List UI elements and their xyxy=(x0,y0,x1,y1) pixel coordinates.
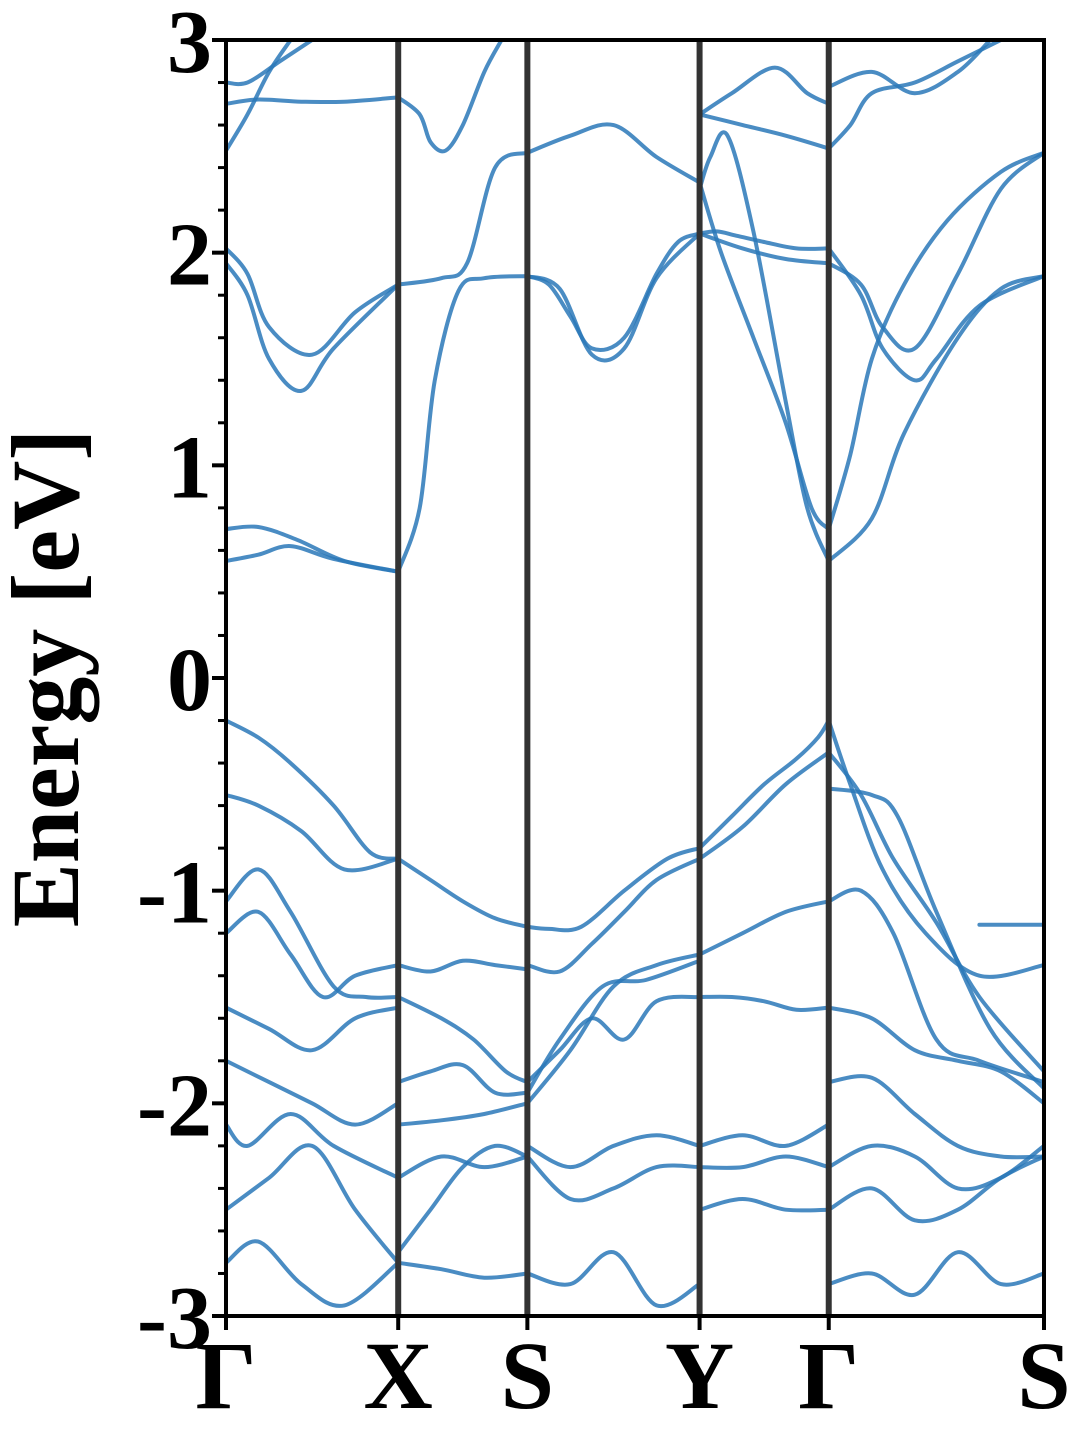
x-tick-label: Y xyxy=(665,1322,734,1429)
band-line-26 xyxy=(226,793,401,873)
y-tick-label: -2 xyxy=(137,1056,212,1155)
band-line-3 xyxy=(525,231,702,352)
band-line-46 xyxy=(697,899,831,957)
band-line-57 xyxy=(525,1133,702,1170)
band-line-17 xyxy=(226,95,401,106)
band-line-47 xyxy=(826,887,1044,1085)
band-line-38 xyxy=(396,958,530,974)
high-symmetry-lines xyxy=(395,40,832,1316)
band-line-1 xyxy=(226,544,401,574)
band-line-34 xyxy=(826,786,1044,1091)
y-tick-label: -3 xyxy=(137,1269,212,1368)
band-line-28 xyxy=(525,846,702,933)
band-line-33 xyxy=(826,750,1044,1074)
band-line-15 xyxy=(826,246,1044,383)
band-line-59 xyxy=(525,1250,702,1309)
band-line-65 xyxy=(826,1250,1044,1297)
band-line-12 xyxy=(697,130,831,563)
band-line-32 xyxy=(826,718,1044,979)
band-line-6 xyxy=(226,246,401,357)
band-line-53 xyxy=(226,1239,401,1308)
band-line-37 xyxy=(226,909,401,1000)
band-line-60 xyxy=(697,1122,831,1148)
band-line-30 xyxy=(697,718,831,851)
band-line-20 xyxy=(396,40,504,154)
band-line-18 xyxy=(226,40,315,87)
band-line-45 xyxy=(697,994,831,1013)
band-line-36 xyxy=(226,867,401,1000)
band-line-39 xyxy=(396,995,530,1085)
band-line-62 xyxy=(697,1197,831,1213)
band-line-8 xyxy=(525,122,702,185)
band-line-51 xyxy=(226,1112,401,1180)
band-line-58 xyxy=(525,1154,702,1203)
band-line-25 xyxy=(226,718,401,861)
x-tick-label: Γ xyxy=(798,1322,859,1429)
y-axis-ticks: 3 2 1 0 -1 -2 -3 xyxy=(137,0,226,1368)
y-tick-label: 0 xyxy=(167,631,212,730)
band-line-50 xyxy=(226,1058,401,1127)
band-line-16 xyxy=(826,150,1044,353)
band-line-40 xyxy=(396,1062,530,1097)
x-tick-label: S xyxy=(1017,1322,1070,1429)
band-line-61 xyxy=(697,1154,831,1170)
y-tick-label: 2 xyxy=(167,206,212,305)
band-line-24 xyxy=(826,40,993,96)
band-line-64 xyxy=(826,1154,1044,1224)
band-line-31 xyxy=(697,750,831,861)
band-line-13 xyxy=(826,274,1044,563)
band-line-41 xyxy=(396,1101,530,1127)
band-line-22 xyxy=(697,65,831,117)
band-line-21 xyxy=(697,112,831,151)
y-tick-label: -1 xyxy=(137,844,212,943)
y-axis-title: Energy [eV] xyxy=(0,429,99,928)
band-line-42 xyxy=(525,994,702,1085)
band-line-66 xyxy=(826,1074,1044,1160)
band-line-14 xyxy=(826,150,1044,532)
band-line-4 xyxy=(525,231,702,363)
band-line-23 xyxy=(826,40,1003,151)
band-line-56 xyxy=(396,1143,530,1255)
x-tick-label: X xyxy=(364,1322,433,1429)
band-line-43 xyxy=(525,958,702,1095)
band-line-19 xyxy=(226,40,293,153)
band-line-44 xyxy=(525,952,702,1106)
band-line-5 xyxy=(226,261,401,393)
band-line-2 xyxy=(396,274,530,574)
band-lines xyxy=(226,40,1044,1309)
y-tick-label: 1 xyxy=(167,418,212,517)
band-line-52 xyxy=(226,1143,401,1265)
band-line-63 xyxy=(826,1143,1044,1192)
band-line-49 xyxy=(226,1005,401,1053)
band-line-48 xyxy=(826,1005,1044,1106)
band-line-27 xyxy=(396,856,530,929)
band-line-11 xyxy=(697,180,831,532)
x-tick-label: Γ xyxy=(195,1322,256,1429)
band-line-55 xyxy=(396,1260,530,1280)
y-tick-label: 3 xyxy=(167,0,212,92)
band-line-54 xyxy=(396,1154,530,1180)
band-line-7 xyxy=(396,150,530,287)
x-tick-label: S xyxy=(501,1322,554,1429)
band-line-29 xyxy=(525,856,702,975)
